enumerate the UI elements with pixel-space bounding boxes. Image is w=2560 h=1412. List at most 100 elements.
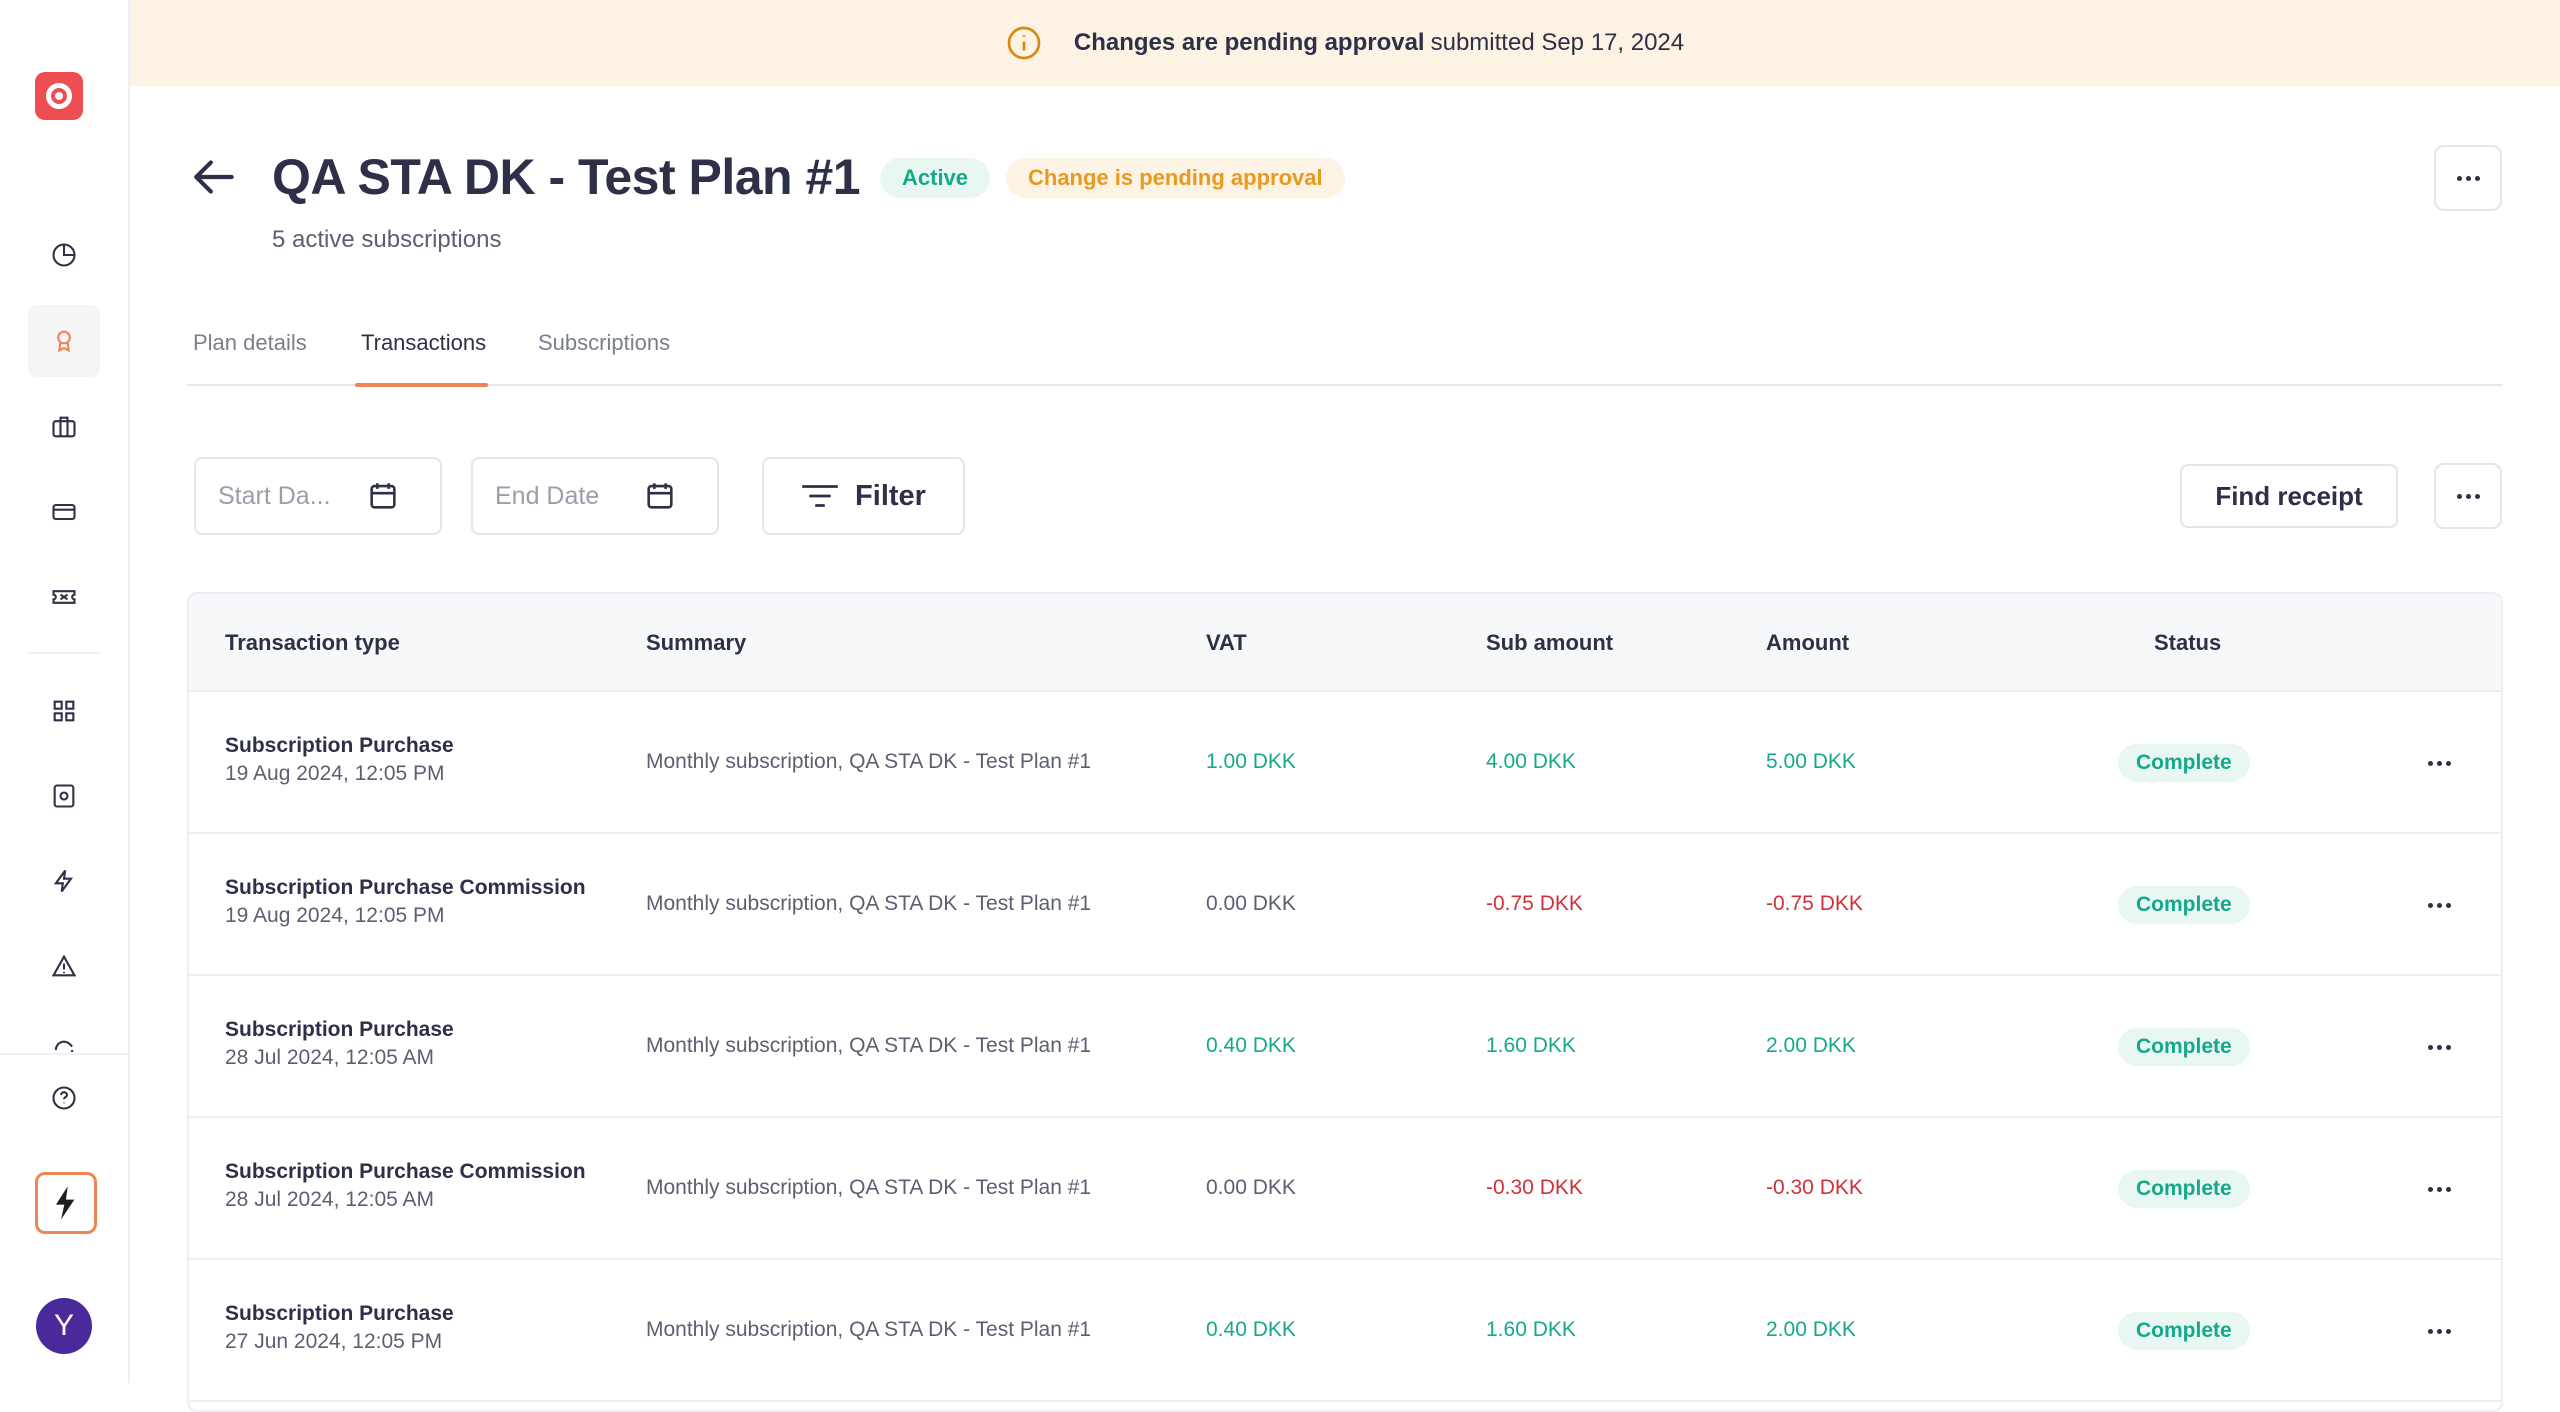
pending-status-badge: Change is pending approval xyxy=(1006,158,1345,198)
tab-subscriptions[interactable]: Subscriptions xyxy=(538,330,671,355)
transaction-date: 28 Jul 2024, 12:05 AM xyxy=(225,1188,434,1211)
transactions-table: Transaction type Summary VAT Sub amount … xyxy=(187,592,2503,1412)
help-icon[interactable] xyxy=(28,1062,100,1134)
vat-value: 0.40 DKK xyxy=(1206,1034,1296,1057)
transaction-date: 19 Aug 2024, 12:05 PM xyxy=(225,762,445,785)
more-horizontal-icon xyxy=(2427,902,2451,908)
more-horizontal-icon xyxy=(2427,1044,2451,1050)
tab-plan-details[interactable]: Plan details xyxy=(193,330,307,355)
status-badge: Complete xyxy=(2118,744,2250,782)
status-badge: Complete xyxy=(2118,1312,2250,1350)
transaction-summary: Monthly subscription, QA STA DK - Test P… xyxy=(646,750,1092,773)
toolbar-more-button[interactable] xyxy=(2434,463,2502,529)
refresh-icon[interactable] xyxy=(28,1012,100,1052)
header-more-button[interactable] xyxy=(2434,145,2502,211)
find-receipt-button[interactable]: Find receipt xyxy=(2180,464,2398,528)
sub-amount-value: 1.60 DKK xyxy=(1486,1034,1576,1057)
vat-value: 1.00 DKK xyxy=(1206,750,1296,773)
filter-icon xyxy=(801,485,839,507)
status-badge: Complete xyxy=(2118,1028,2250,1066)
transaction-summary: Monthly subscription, QA STA DK - Test P… xyxy=(646,1318,1092,1341)
amount-value: 2.00 DKK xyxy=(1766,1318,1856,1341)
column-header-amount[interactable]: Amount xyxy=(1766,630,1850,655)
info-icon xyxy=(1007,26,1041,60)
tab-bar: Plan details Transactions Subscriptions xyxy=(187,310,2503,387)
row-more-button[interactable] xyxy=(2419,1174,2459,1204)
status-badge: Complete xyxy=(2118,886,2250,924)
vat-value: 0.00 DKK xyxy=(1206,892,1296,915)
vat-value: 0.00 DKK xyxy=(1206,1176,1296,1199)
more-horizontal-icon xyxy=(2427,760,2451,766)
briefcase-icon[interactable] xyxy=(28,391,100,463)
safe-icon[interactable] xyxy=(28,760,100,832)
sub-amount-value: 1.60 DKK xyxy=(1486,1318,1576,1341)
more-horizontal-icon xyxy=(2427,1328,2451,1334)
sub-amount-value: -0.30 DKK xyxy=(1486,1176,1583,1199)
start-date-input[interactable] xyxy=(218,481,358,511)
more-horizontal-icon xyxy=(2427,1186,2451,1192)
transaction-type: Subscription Purchase xyxy=(225,1018,454,1041)
end-date-input[interactable] xyxy=(495,481,635,511)
row-more-button[interactable] xyxy=(2419,1316,2459,1346)
amount-value: -0.75 DKK xyxy=(1766,892,1863,915)
more-horizontal-icon xyxy=(2456,175,2480,181)
lightning-icon[interactable] xyxy=(28,845,100,917)
calendar-icon[interactable] xyxy=(366,479,400,513)
credit-card-icon[interactable] xyxy=(28,476,100,548)
tab-transactions[interactable]: Transactions xyxy=(361,330,487,355)
row-more-button[interactable] xyxy=(2419,890,2459,920)
sub-amount-value: -0.75 DKK xyxy=(1486,892,1583,915)
transaction-type: Subscription Purchase xyxy=(225,734,454,757)
table-row[interactable]: Subscription Purchase Commission 19 Aug … xyxy=(189,834,2501,976)
vat-value: 0.40 DKK xyxy=(1206,1318,1296,1341)
transaction-summary: Monthly subscription, QA STA DK - Test P… xyxy=(646,892,1092,915)
award-icon[interactable] xyxy=(28,305,100,377)
end-date-field[interactable] xyxy=(471,457,719,535)
active-status-badge: Active xyxy=(880,158,991,198)
active-subscriptions-count: 5 active subscriptions xyxy=(272,226,502,253)
transaction-summary: Monthly subscription, QA STA DK - Test P… xyxy=(646,1176,1092,1199)
amount-value: 2.00 DKK xyxy=(1766,1034,1856,1057)
ticket-icon[interactable] xyxy=(28,561,100,633)
row-more-button[interactable] xyxy=(2419,1032,2459,1062)
amount-value: -0.30 DKK xyxy=(1766,1176,1863,1199)
table-row[interactable]: Subscription Purchase Commission 28 Jul … xyxy=(189,1118,2501,1260)
column-header-transaction-type[interactable]: Transaction type xyxy=(225,630,400,655)
banner-rest-text: submitted Sep 17, 2024 xyxy=(1430,29,1685,56)
start-date-field[interactable] xyxy=(194,457,442,535)
more-horizontal-icon xyxy=(2456,493,2480,499)
warning-icon[interactable] xyxy=(28,930,100,1002)
transaction-type: Subscription Purchase Commission xyxy=(225,876,586,899)
active-tab-indicator xyxy=(355,383,488,387)
avatar[interactable]: Y xyxy=(36,1298,92,1354)
amount-value: 5.00 DKK xyxy=(1766,750,1856,773)
sub-amount-value: 4.00 DKK xyxy=(1486,750,1576,773)
filter-button[interactable]: Filter xyxy=(762,457,965,535)
app-thumbnail[interactable] xyxy=(35,1172,97,1234)
transaction-type: Subscription Purchase xyxy=(225,1302,454,1325)
calendar-icon[interactable] xyxy=(643,479,677,513)
column-header-sub-amount[interactable]: Sub amount xyxy=(1486,630,1614,655)
column-header-summary[interactable]: Summary xyxy=(646,630,747,655)
table-row[interactable]: Subscription Purchase 19 Aug 2024, 12:05… xyxy=(189,692,2501,834)
transaction-date: 27 Jun 2024, 12:05 PM xyxy=(225,1330,443,1353)
transaction-date: 28 Jul 2024, 12:05 AM xyxy=(225,1046,434,1069)
grid-icon[interactable] xyxy=(28,675,100,747)
app-logo[interactable] xyxy=(35,72,83,120)
transaction-date: 19 Aug 2024, 12:05 PM xyxy=(225,904,445,927)
page-title: QA STA DK - Test Plan #1 xyxy=(272,149,861,205)
pending-approval-banner: Changes are pending approval submitted S… xyxy=(130,0,2560,86)
table-row[interactable]: Subscription Purchase 27 Jun 2024, 12:05… xyxy=(189,1260,2501,1402)
row-more-button[interactable] xyxy=(2419,748,2459,778)
column-header-vat[interactable]: VAT xyxy=(1206,630,1247,655)
column-header-status[interactable]: Status xyxy=(2154,630,2222,655)
status-badge: Complete xyxy=(2118,1170,2250,1208)
pie-chart-icon[interactable] xyxy=(28,219,100,291)
back-arrow-icon[interactable] xyxy=(190,152,240,202)
banner-bold-text: Changes are pending approval xyxy=(1073,29,1425,56)
transaction-type: Subscription Purchase Commission xyxy=(225,1160,586,1183)
table-header: Transaction type Summary VAT Sub amount … xyxy=(189,594,2501,692)
filter-button-label: Filter xyxy=(855,479,926,512)
table-row[interactable]: Subscription Purchase 28 Jul 2024, 12:05… xyxy=(189,976,2501,1118)
sidebar: Y xyxy=(0,0,130,1383)
